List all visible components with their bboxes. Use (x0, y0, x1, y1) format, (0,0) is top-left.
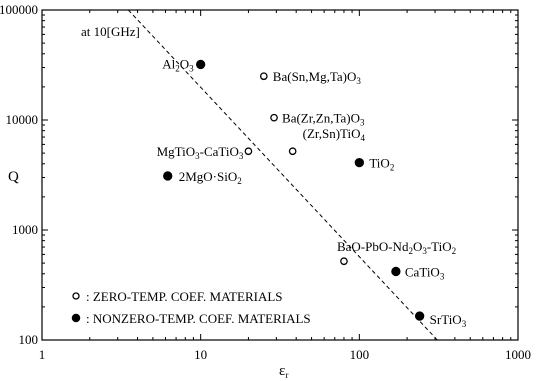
x-axis-title-main: ε (279, 363, 285, 379)
data-point-filled (391, 266, 401, 277)
y-tick-label: 10000 (6, 112, 39, 127)
data-point-open (270, 113, 278, 122)
data-point-label: 2MgO·SiO2 (179, 169, 242, 186)
data-point-filled (163, 171, 173, 181)
data-point-filled (196, 59, 206, 70)
x-tick-label: 100 (350, 347, 370, 362)
x-tick-label: 1 (39, 347, 46, 362)
data-point-label: CaTiO3 (405, 264, 445, 281)
data-point-open (259, 72, 268, 81)
legend-label: : NONZERO-TEMP. COEF. MATERIALS (86, 311, 311, 326)
y-tick-label: 100000 (0, 2, 38, 17)
plot-frame (41, 9, 519, 341)
condition-note: at 10[GHz] (81, 24, 140, 39)
legend-label: : ZERO-TEMP. COEF. MATERIALS (86, 289, 283, 304)
data-point-label: (Zr,Sn)TiO4 (303, 126, 366, 143)
data-points: Ba(Sn,Mg,Ta)O3 Ba(Zr,Zn,Ta)O3 MgTiO3-CaTiO… (157, 56, 467, 329)
axis-ticks: 1 10 100 1000 100 1000 10000 100000 (0, 2, 531, 362)
data-point-open (340, 257, 348, 266)
trend-line (127, 9, 438, 341)
data-point-filled (354, 157, 364, 168)
data-point-label: MgTiO3-CaTiO3 (157, 144, 244, 161)
trend-line-group (127, 9, 438, 341)
legend-marker-open (72, 292, 80, 300)
y-tick-label: 100 (19, 332, 39, 347)
data-point-label: SrTiO3 (430, 312, 467, 329)
x-tick-label: 1000 (505, 347, 531, 362)
data-point-open (288, 147, 297, 156)
data-point-filled (415, 311, 425, 321)
data-point-label: TiO2 (369, 156, 394, 173)
legend: : ZERO-TEMP. COEF. MATERIALS : NONZERO-TE… (71, 289, 311, 326)
data-point-label: BaO-PbO-Nd2O3-TiO2 (337, 239, 456, 256)
y-axis-title: Q (8, 169, 19, 185)
data-point-label: Ba(Sn,Mg,Ta)O3 (273, 69, 362, 86)
y-tick-label: 1000 (12, 222, 38, 237)
data-point-label: Ba(Zr,Zn,Ta)O3 (282, 111, 365, 128)
legend-marker-filled (71, 313, 81, 323)
x-axis-title: εr (279, 363, 288, 380)
data-point-open (244, 147, 253, 156)
data-point-label: Al2O3 (162, 56, 194, 73)
x-tick-label: 10 (194, 347, 207, 362)
x-axis-title-sub: r (285, 370, 288, 380)
